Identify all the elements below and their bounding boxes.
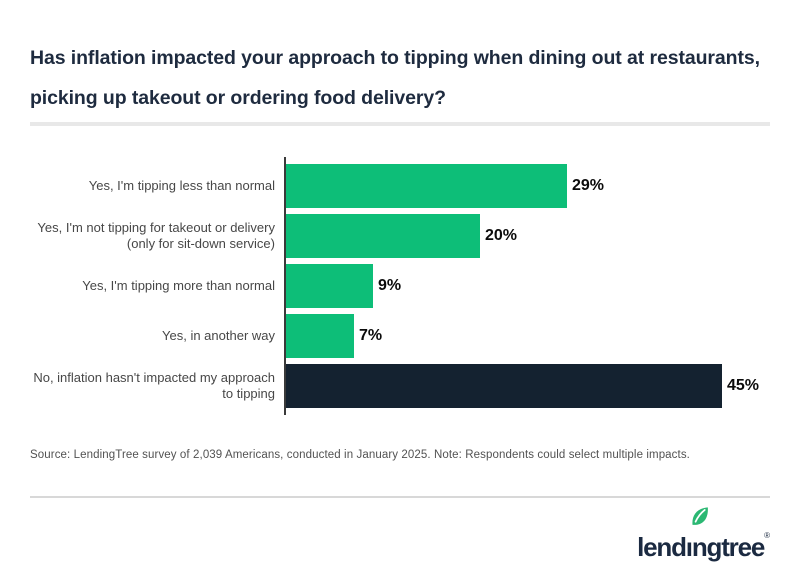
value-label: 20% [485,227,518,244]
dotless-i: ı [685,532,693,562]
footer-divider [30,496,770,498]
bar [286,314,354,358]
source-note: Source: LendingTree survey of 2,039 Amer… [30,449,690,461]
category-label: Yes, in another way [162,328,275,343]
category-label: Yes, I'm tipping less than normal [88,178,275,193]
chart-row: No, inflation hasn't impacted my approac… [30,364,770,408]
y-axis-line [284,157,286,415]
chart-title: Has inflation impacted your approach to … [30,38,775,118]
lendingtree-logo: lendıngtree® [637,505,770,561]
registered-mark: ® [764,531,770,540]
value-label: 9% [378,277,402,294]
chart-row: Yes, I'm not tipping for takeout or deli… [30,214,770,258]
bar-chart: Yes, I'm tipping less than normal 29% Yes,… [30,157,770,415]
value-label: 29% [572,177,605,194]
bar-zone: 7% [286,314,382,358]
chart-row: Yes, I'm tipping more than normal 9% [30,264,770,308]
bar-zone: 29% [286,164,604,208]
bar [286,214,480,258]
wordmark-text: lendıngtree® [637,531,770,562]
bar-zone: 20% [286,214,517,258]
chart-row: Yes, I'm tipping less than normal 29% [30,164,770,208]
bar-zone: 9% [286,264,401,308]
bar-zone: 45% [286,364,759,408]
chart-row: Yes, in another way 7% [30,314,770,358]
bar [286,164,567,208]
value-label: 45% [727,377,760,394]
chart-title-line1: Has inflation impacted your approach to … [30,47,760,69]
title-divider [30,122,770,126]
bar [286,264,373,308]
chart-title-line2: picking up takeout or ordering food deli… [30,87,446,109]
category-label: No, inflation hasn't impacted my approac… [33,370,275,401]
leaf-icon [692,507,709,525]
category-label: Yes, I'm not tipping for takeout or deli… [37,220,275,251]
value-label: 7% [359,327,383,344]
category-label: Yes, I'm tipping more than normal [82,278,275,293]
bar [286,364,722,408]
